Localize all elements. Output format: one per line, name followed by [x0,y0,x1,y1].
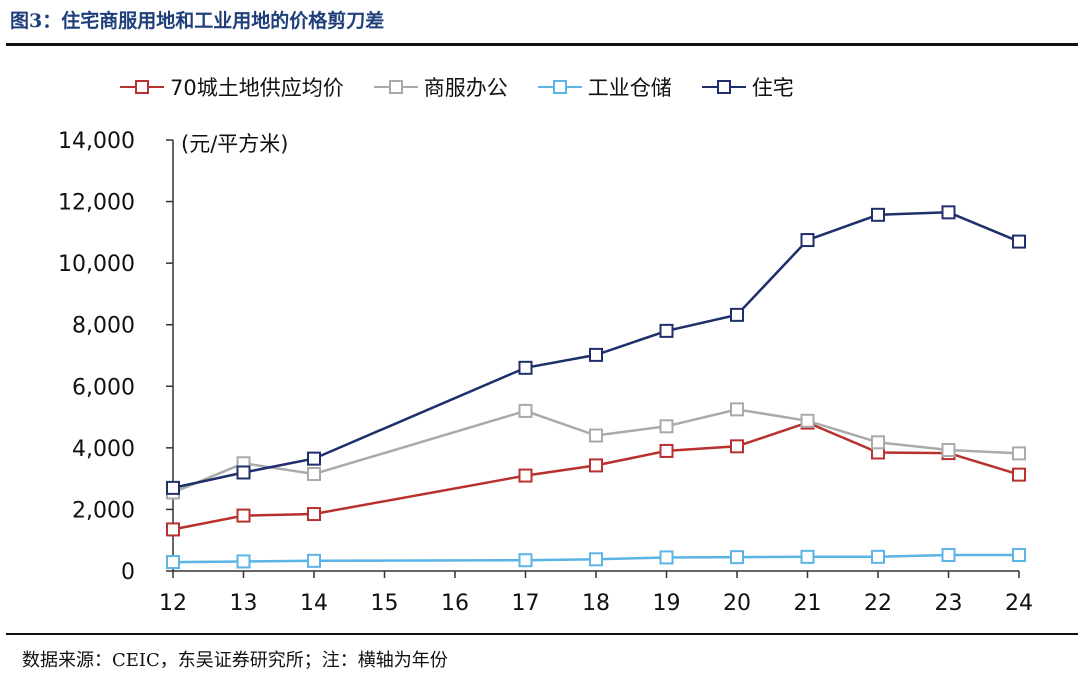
series-point-1 [589,428,603,443]
x-tick-label: 14 [300,591,328,616]
bottom-divider [6,633,1078,635]
series-point-0 [1012,467,1026,482]
x-tick-label: 16 [441,591,469,616]
series-point-1 [1012,446,1026,461]
legend-item-1: 商服办公 [373,72,508,102]
series-point-2 [307,553,321,568]
series-point-0 [236,508,251,523]
y-tick-label: 10,000 [58,252,135,277]
series-point-2 [871,549,885,564]
legend-label-3: 住宅 [751,76,794,100]
x-tick-label: 21 [794,591,822,616]
series-point-2 [236,554,251,569]
series-point-3 [166,480,180,495]
series-point-2 [518,553,533,568]
series-point-2 [659,550,674,565]
series-point-3 [941,205,956,220]
source-note: 数据来源：CEIC，东吴证券研究所；注：横轴为年份 [22,650,448,671]
series-point-3 [307,451,321,466]
series-point-2 [800,549,815,564]
x-tick-label: 13 [230,591,258,616]
y-tick-label: 14,000 [58,129,135,154]
top-divider [6,43,1078,46]
series-point-3 [1012,234,1026,249]
legend-swatch-2 [537,79,582,95]
legend-item-2: 工业仓储 [537,72,672,102]
legend-swatch-1 [373,79,418,95]
series-point-2 [589,552,603,567]
series-point-3 [871,207,885,222]
legend-label-2: 工业仓储 [587,76,672,100]
series-point-1 [941,443,956,458]
series-point-1 [871,435,885,450]
legend-item-0: 70城土地供应均价 [120,72,344,102]
series-point-3 [659,323,674,338]
series-point-1 [800,413,815,428]
series-point-3 [730,307,744,322]
series-point-3 [518,360,533,375]
figure-title: 图3：住宅商服用地和工业用地的价格剪刀差 [10,10,385,32]
series-point-3 [236,465,251,480]
series-point-2 [941,547,956,562]
legend-label-1: 商服办公 [423,76,508,100]
y-tick-label: 12,000 [58,191,135,216]
x-tick-label: 17 [512,591,540,616]
y-tick-label: 4,000 [72,437,135,462]
series-point-0 [166,522,180,537]
series-point-0 [307,507,321,522]
series-point-1 [730,402,744,417]
series-point-1 [518,403,533,418]
series-point-0 [589,458,603,473]
series-point-2 [730,550,744,565]
y-tick-label: 6,000 [72,375,135,400]
x-tick-label: 24 [1005,591,1033,616]
chart-legend: 70城土地供应均价 商服办公 工业仓储 住宅 [120,72,794,102]
x-tick-label: 22 [864,591,892,616]
legend-swatch-3 [701,79,746,95]
x-tick-label: 20 [723,591,751,616]
x-tick-label: 23 [935,591,963,616]
series-point-3 [589,347,603,362]
x-tick-label: 19 [653,591,681,616]
x-tick-label: 12 [159,591,187,616]
series-point-3 [800,233,815,248]
x-tick-label: 15 [371,591,399,616]
series-point-2 [166,555,180,570]
series-point-0 [730,439,744,454]
series-line-1 [172,408,1020,494]
y-tick-label: 2,000 [72,498,135,523]
y-tick-label: 0 [121,560,135,585]
series-point-1 [307,467,321,482]
series-point-0 [659,443,674,458]
y-tick-label: 8,000 [72,314,135,339]
legend-swatch-0 [120,79,164,95]
series-point-1 [659,419,674,434]
legend-label-0: 70城土地供应均价 [170,76,344,100]
series-point-0 [518,468,533,483]
legend-item-3: 住宅 [701,72,794,102]
x-tick-label: 18 [582,591,610,616]
y-unit-label: (元/平方米) [181,132,289,156]
series-point-2 [1012,547,1026,562]
